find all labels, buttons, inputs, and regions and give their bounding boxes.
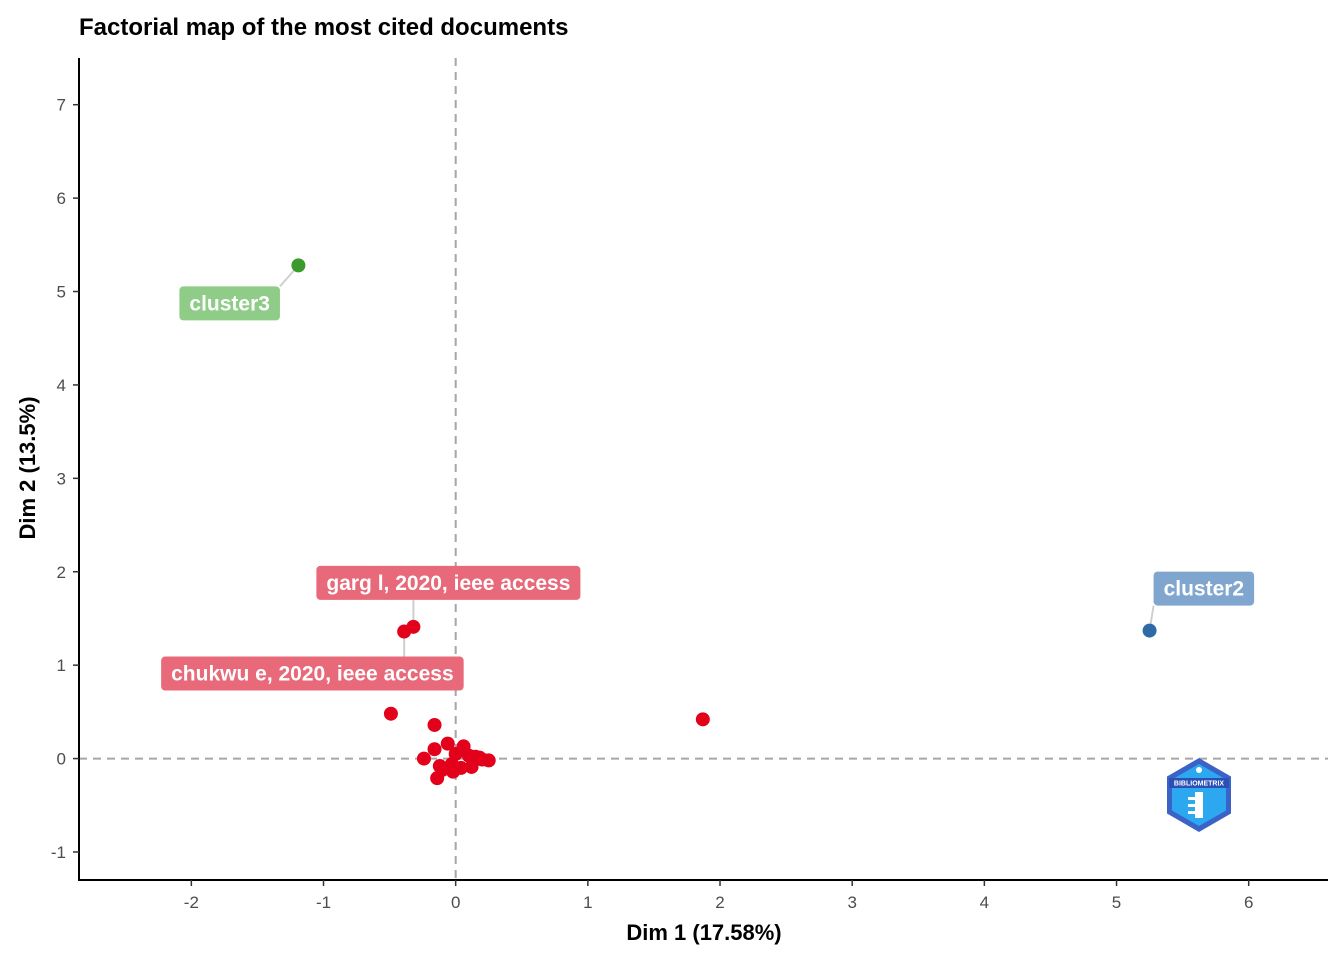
data-point (383, 706, 398, 721)
x-tick-label: 1 (583, 893, 592, 912)
point-label-text: cluster3 (189, 292, 270, 315)
point-label: cluster3 (179, 286, 280, 321)
x-axis-ticks: -2 -1 0 1 2 3 4 5 6 (184, 880, 1253, 912)
data-point (446, 764, 461, 779)
point-label: garg l, 2020, ieee access (316, 565, 581, 600)
y-tick-label: 6 (57, 189, 66, 208)
point-label-box (161, 656, 464, 691)
point-label-box (1153, 571, 1255, 606)
x-tick-label: 3 (847, 893, 856, 912)
point-label: chukwu e, 2020, ieee access (161, 656, 464, 691)
x-tick-label: 6 (1244, 893, 1253, 912)
chart-title: Factorial map of the most cited document… (79, 14, 568, 41)
data-point (475, 752, 490, 767)
point-labels: garg l, 2020, ieee access chukwu e, 2020,… (161, 286, 1255, 691)
x-tick-label: 2 (715, 893, 724, 912)
data-point (427, 742, 442, 757)
y-tick-label: 2 (57, 563, 66, 582)
point-label-text: cluster2 (1164, 578, 1245, 601)
data-point (435, 762, 450, 777)
y-tick-label: -1 (51, 843, 66, 862)
data-point (406, 619, 421, 634)
y-tick-label: 7 (57, 96, 66, 115)
x-axis-title: Dim 1 (17.58%) (626, 920, 781, 945)
point-label-box (316, 565, 581, 600)
y-tick-label: 5 (57, 283, 66, 302)
point-label-box (179, 286, 280, 321)
point-label-text: garg l, 2020, ieee access (326, 572, 570, 595)
logo-text: BIBLIOMETRIX (1174, 781, 1224, 788)
y-axis-title: Dim 2 (13.5%) (15, 396, 40, 539)
y-tick-label: 0 (57, 750, 66, 769)
bibliometrix-logo-icon: BIBLIOMETRIX (1167, 758, 1231, 832)
data-points (291, 258, 1157, 786)
data-point (427, 717, 442, 732)
axes (78, 58, 1328, 881)
reference-lines (79, 58, 1328, 880)
data-point (416, 751, 431, 766)
data-point (291, 258, 306, 273)
y-axis-ticks: -1 0 1 2 3 4 5 6 7 (51, 96, 79, 862)
x-tick-label: 5 (1112, 893, 1121, 912)
x-tick-label: 0 (451, 893, 460, 912)
x-tick-label: 4 (980, 893, 989, 912)
point-label: cluster2 (1153, 571, 1255, 606)
data-point (1142, 623, 1157, 638)
point-label-text: chukwu e, 2020, ieee access (171, 663, 454, 686)
x-tick-label: -2 (184, 893, 199, 912)
x-tick-label: -1 (316, 893, 331, 912)
y-tick-label: 1 (57, 656, 66, 675)
y-tick-label: 3 (57, 469, 66, 488)
y-tick-label: 4 (57, 376, 66, 395)
data-point (695, 712, 710, 727)
data-point (440, 736, 455, 751)
